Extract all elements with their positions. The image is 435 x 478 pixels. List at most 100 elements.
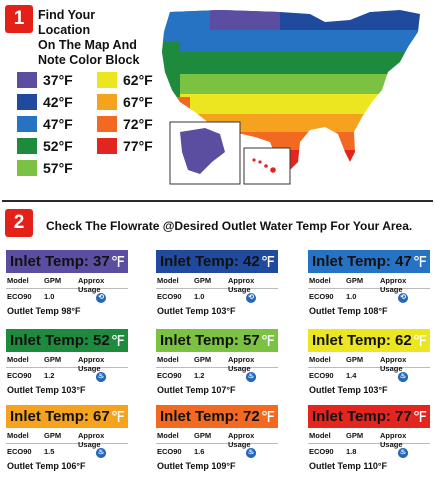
outlet-temp: Outlet Temp 110°F xyxy=(308,459,430,471)
card-column-headers: Model GPM Approx Usage xyxy=(308,352,430,373)
card-header: Inlet Temp: 57 ℉ xyxy=(156,329,278,352)
faucet-icon: ♨ xyxy=(246,372,256,382)
model-value: ECO90 xyxy=(309,292,334,301)
outlet-temp: Outlet Temp 98°F xyxy=(6,304,128,316)
card-separator xyxy=(6,288,128,289)
column-model-label: Model xyxy=(157,431,179,440)
card-header-text: Inlet Temp: 37 xyxy=(10,253,110,270)
card-header-text: Inlet Temp: 52 xyxy=(10,332,110,349)
card-separator xyxy=(6,443,128,444)
card-column-headers: Model GPM Approx Usage xyxy=(156,428,278,449)
card-header: Inlet Temp: 52 ℉ xyxy=(6,329,128,352)
gpm-value: 1.8 xyxy=(346,447,357,456)
column-usage-label: Approx Usage xyxy=(380,276,407,294)
faucet-icon: ♨ xyxy=(246,448,256,458)
gpm-value: 1.2 xyxy=(44,371,55,380)
legend-swatch xyxy=(17,94,37,110)
card-header-text: Inlet Temp: 57 xyxy=(160,332,260,349)
column-gpm-label: GPM xyxy=(194,355,212,364)
card-header-unit: ℉ xyxy=(110,332,126,350)
card-header: Inlet Temp: 42 ℉ xyxy=(156,250,278,273)
card-column-headers: Model GPM Approx Usage xyxy=(156,273,278,294)
map-icon xyxy=(162,10,420,185)
flowrate-card: Inlet Temp: 42 ℉ Model GPM Approx Usage ECO90… xyxy=(156,250,278,316)
flowrate-card: Inlet Temp: 62 ℉ Model GPM Approx Usage ECO90… xyxy=(308,329,430,395)
card-separator xyxy=(308,288,430,289)
shower-icon: ⟲ xyxy=(96,293,106,303)
card-separator xyxy=(308,367,430,368)
faucet-icon: ♨ xyxy=(96,448,106,458)
outlet-temp-label: Outlet Temp xyxy=(7,385,59,395)
gpm-value: 1.2 xyxy=(194,371,205,380)
column-gpm-label: GPM xyxy=(346,355,364,364)
column-gpm-label: GPM xyxy=(44,431,62,440)
legend-label: 47°F xyxy=(43,116,73,132)
outlet-temp-label: Outlet Temp xyxy=(309,461,361,471)
card-header: Inlet Temp: 47 ℉ xyxy=(308,250,430,273)
column-model-label: Model xyxy=(309,431,331,440)
model-value: ECO90 xyxy=(7,371,32,380)
section-divider xyxy=(2,200,433,202)
column-usage-label: Approx Usage xyxy=(78,355,105,373)
legend-swatch xyxy=(17,160,37,176)
card-header-text: Inlet Temp: 47 xyxy=(312,253,412,270)
column-usage-label: Approx Usage xyxy=(228,355,255,373)
outlet-temp: Outlet Temp 107°F xyxy=(156,383,278,395)
legend-item: 77°F xyxy=(97,138,153,154)
card-header-unit: ℉ xyxy=(412,332,428,350)
card-header: Inlet Temp: 67 ℉ xyxy=(6,405,128,428)
legend-item: 47°F xyxy=(17,116,73,132)
legend-swatch xyxy=(97,116,117,132)
card-column-headers: Model GPM Approx Usage xyxy=(6,352,128,373)
model-value: ECO90 xyxy=(7,447,32,456)
legend-label: 67°F xyxy=(123,94,153,110)
step-1-title: Find Your Location On The Map And Note C… xyxy=(38,8,150,68)
flowrate-card: Inlet Temp: 37 ℉ Model GPM Approx Usage ECO90… xyxy=(6,250,128,316)
outlet-temp-value: 108°F xyxy=(363,306,388,316)
legend-swatch xyxy=(17,116,37,132)
step-2-badge: 2 xyxy=(5,209,33,237)
outlet-temp-value: 109°F xyxy=(211,461,236,471)
outlet-temp-label: Outlet Temp xyxy=(157,306,209,316)
flowrate-card: Inlet Temp: 77 ℉ Model GPM Approx Usage ECO90… xyxy=(308,405,430,471)
model-value: ECO90 xyxy=(157,292,182,301)
legend-label: 62°F xyxy=(123,72,153,88)
gpm-value: 1.4 xyxy=(346,371,357,380)
outlet-temp-label: Outlet Temp xyxy=(157,461,209,471)
step-2-title: Check The Flowrate @Desired Outlet Water… xyxy=(46,219,413,233)
card-header-unit: ℉ xyxy=(412,253,428,271)
step-1-title-line: Find Your Location xyxy=(38,8,96,37)
column-usage-label: Approx Usage xyxy=(228,431,255,449)
step-1-title-line: Note Color Block xyxy=(38,53,140,67)
card-column-headers: Model GPM Approx Usage xyxy=(6,273,128,294)
model-value: ECO90 xyxy=(309,371,334,380)
column-model-label: Model xyxy=(7,355,29,364)
card-separator xyxy=(308,443,430,444)
legend-label: 72°F xyxy=(123,116,153,132)
column-usage-label: Approx Usage xyxy=(78,276,105,294)
card-header-unit: ℉ xyxy=(110,253,126,271)
gpm-value: 1.0 xyxy=(194,292,205,301)
card-header-text: Inlet Temp: 72 xyxy=(160,408,260,425)
gpm-value: 1.6 xyxy=(194,447,205,456)
shower-icon: ⟲ xyxy=(246,293,256,303)
flowrate-card: Inlet Temp: 52 ℉ Model GPM Approx Usage ECO90… xyxy=(6,329,128,395)
outlet-temp-label: Outlet Temp xyxy=(7,306,59,316)
outlet-temp-value: 107°F xyxy=(211,385,236,395)
card-separator xyxy=(156,367,278,368)
model-value: ECO90 xyxy=(157,371,182,380)
card-values: ECO90 1.0 ⟲ xyxy=(156,289,278,304)
outlet-temp: Outlet Temp 103°F xyxy=(156,304,278,316)
column-usage-label: Approx Usage xyxy=(380,431,407,449)
legend-swatch xyxy=(97,138,117,154)
card-header-unit: ℉ xyxy=(110,408,126,426)
legend-item: 67°F xyxy=(97,94,153,110)
shower-icon: ⟲ xyxy=(398,293,408,303)
card-header: Inlet Temp: 62 ℉ xyxy=(308,329,430,352)
legend-label: 77°F xyxy=(123,138,153,154)
